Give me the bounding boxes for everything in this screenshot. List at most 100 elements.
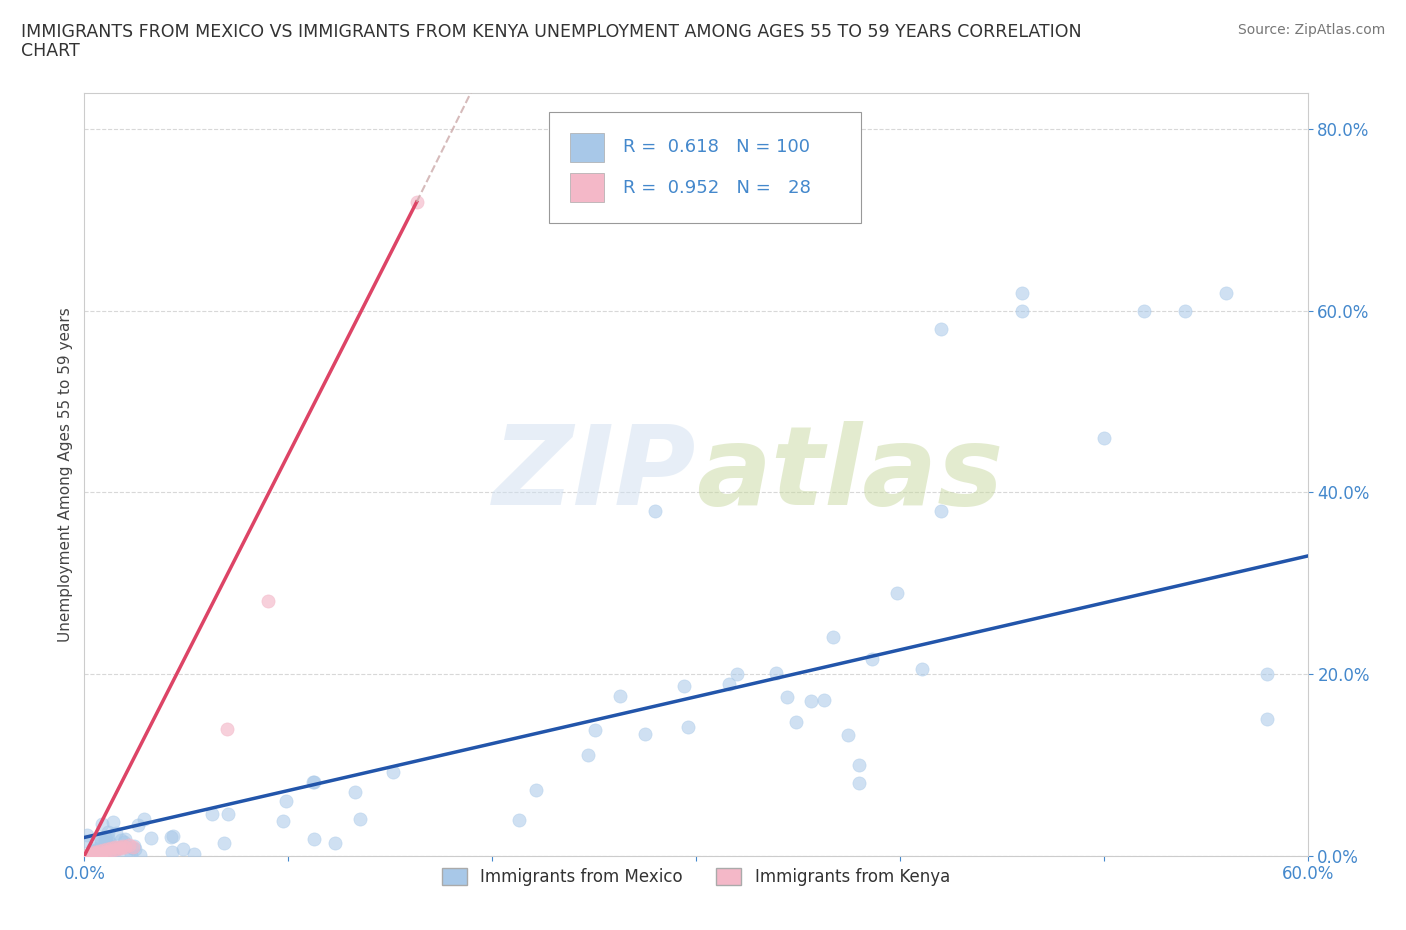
Point — [725, 667, 748, 682]
Point — [93, 844, 115, 858]
Point — [84, 844, 107, 859]
Text: Source: ZipAtlas.com: Source: ZipAtlas.com — [1237, 23, 1385, 37]
Point — [97, 844, 120, 858]
Point — [84, 844, 107, 859]
Point — [183, 846, 205, 861]
Point — [302, 774, 325, 789]
Point — [96, 841, 118, 856]
Point — [79, 846, 101, 861]
Legend: Immigrants from Mexico, Immigrants from Kenya: Immigrants from Mexico, Immigrants from … — [436, 861, 956, 893]
Point — [82, 845, 104, 860]
Point — [79, 846, 101, 861]
Point — [80, 842, 103, 857]
Point — [257, 594, 280, 609]
Point — [837, 728, 859, 743]
Y-axis label: Unemployment Among Ages 55 to 59 years: Unemployment Among Ages 55 to 59 years — [58, 307, 73, 642]
Point — [115, 845, 138, 860]
Point — [76, 828, 98, 843]
Point — [302, 831, 325, 846]
Point — [162, 828, 184, 843]
Point — [112, 834, 135, 849]
Bar — [569, 133, 605, 162]
Point — [91, 817, 114, 831]
Point — [848, 776, 870, 790]
Point — [813, 693, 835, 708]
Point — [1011, 286, 1033, 300]
Point — [110, 832, 132, 847]
Point — [96, 830, 118, 845]
Point — [217, 721, 239, 736]
Point — [911, 662, 934, 677]
Point — [93, 844, 115, 859]
Text: CHART: CHART — [21, 42, 80, 60]
Point — [800, 694, 823, 709]
Point — [94, 830, 117, 844]
Point — [93, 843, 115, 857]
Point — [108, 839, 131, 854]
Point — [644, 503, 666, 518]
Point — [82, 840, 104, 855]
Point — [349, 811, 371, 826]
Point — [776, 689, 799, 704]
Point — [79, 848, 101, 863]
Point — [104, 826, 127, 841]
Text: IMMIGRANTS FROM MEXICO VS IMMIGRANTS FROM KENYA UNEMPLOYMENT AMONG AGES 55 TO 59: IMMIGRANTS FROM MEXICO VS IMMIGRANTS FRO… — [21, 23, 1081, 41]
Text: R =  0.618   N = 100: R = 0.618 N = 100 — [623, 139, 810, 156]
Point — [609, 688, 631, 703]
Point — [98, 842, 121, 857]
Point — [886, 586, 908, 601]
Point — [672, 678, 695, 693]
Point — [98, 836, 121, 851]
Point — [201, 806, 224, 821]
Point — [83, 848, 105, 863]
Point — [96, 844, 118, 859]
Point — [89, 830, 111, 845]
Point — [848, 757, 870, 772]
Point — [91, 843, 114, 857]
Point — [929, 503, 952, 518]
Point — [76, 847, 98, 862]
Point — [107, 841, 129, 856]
Point — [1092, 431, 1115, 445]
Point — [1133, 303, 1156, 318]
Point — [101, 843, 124, 857]
Point — [112, 838, 135, 853]
Point — [860, 652, 883, 667]
Point — [785, 714, 807, 729]
Point — [127, 817, 149, 832]
Point — [214, 835, 236, 850]
Point — [1215, 286, 1237, 300]
Text: atlas: atlas — [696, 420, 1004, 528]
Point — [405, 194, 427, 209]
Point — [276, 794, 298, 809]
Point — [83, 844, 105, 859]
Point — [217, 806, 239, 821]
Point — [76, 848, 98, 863]
Point — [821, 630, 844, 644]
Point — [508, 813, 530, 828]
Point — [132, 812, 155, 827]
Point — [90, 846, 112, 861]
Point — [75, 833, 97, 848]
Point — [98, 838, 121, 853]
Point — [94, 835, 117, 850]
Point — [110, 841, 132, 856]
Point — [160, 830, 183, 844]
Point — [90, 846, 112, 861]
Point — [271, 814, 294, 829]
Point — [765, 666, 787, 681]
Point — [717, 677, 740, 692]
Point — [576, 747, 599, 762]
Point — [1174, 303, 1197, 318]
Point — [90, 831, 112, 846]
Point — [382, 764, 405, 779]
Point — [100, 843, 122, 857]
Point — [104, 840, 127, 855]
Point — [118, 837, 141, 852]
Point — [114, 832, 136, 847]
FancyBboxPatch shape — [550, 113, 860, 222]
Point — [77, 847, 100, 862]
Point — [96, 836, 118, 851]
Point — [124, 842, 146, 857]
Point — [676, 720, 699, 735]
